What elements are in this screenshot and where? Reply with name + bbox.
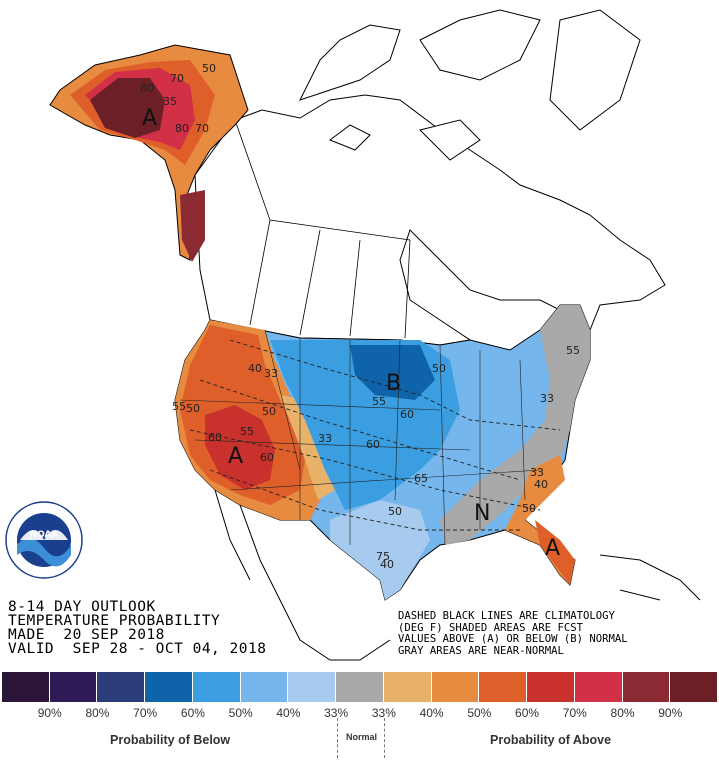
normal-caption: Normal [346, 732, 378, 742]
note-line: VALUES ABOVE (A) OR BELOW (B) NORMAL [398, 633, 628, 645]
legend-swatch [240, 672, 289, 702]
contour-label: 50 [388, 505, 402, 518]
central-below-label: B [386, 371, 401, 396]
contour-label: 75 [376, 550, 390, 563]
map-labels: A 80 70 50 35 80 70 A 40 33 55 50 50 55 … [140, 62, 580, 571]
alaska-above-label: A [142, 106, 157, 131]
note-line: (DEG F) SHADED AREAS ARE FCST [398, 621, 583, 634]
note-line: GRAY AREAS ARE NEAR-NORMAL [398, 644, 564, 657]
contour-label: 33 [540, 392, 554, 405]
probability-legend [2, 672, 719, 702]
legend-tick-label: 90% [37, 706, 62, 720]
contour-label: 50 [432, 362, 446, 375]
legend-swatch [288, 672, 337, 702]
legend-tick-label: 40% [419, 706, 444, 720]
header-line: TEMPERATURE PROBABILITY [8, 613, 221, 629]
legend-swatch [431, 672, 480, 702]
noaa-logo: NOAA [5, 501, 83, 579]
mexico-outline [214, 489, 701, 661]
contour-label: 50 [262, 405, 276, 418]
legend-tick-label: 50% [228, 706, 253, 720]
contour-label: 60 [400, 408, 414, 421]
legend-swatch [383, 672, 432, 702]
alaska-region [49, 44, 249, 262]
conus-region [174, 304, 591, 601]
legend-swatch [622, 672, 671, 702]
legend-swatch [527, 672, 575, 702]
noaa-logo-text: NOAA [30, 530, 59, 540]
contour-label: 60 [208, 431, 222, 444]
west-above-label: A [228, 444, 243, 469]
outlook-map: A 80 70 50 35 80 70 A 40 33 55 50 50 55 … [5, 9, 701, 661]
legend-tick-label: 70% [562, 706, 587, 720]
legend-tick-label: 70% [133, 706, 158, 720]
contour-label: 50 [522, 502, 536, 515]
legend-tick-label: 80% [610, 706, 635, 720]
legend-tick-label: 33% [371, 706, 396, 720]
legend-tick-label: 80% [85, 706, 110, 720]
florida-above-label: A [545, 536, 560, 561]
legend-tick-label: 60% [515, 706, 540, 720]
outlook-header: 8-14 DAY OUTLOOK TEMPERATURE PROBABILITY M… [8, 599, 267, 657]
southeast-normal-label: N [474, 501, 490, 526]
legend-swatch [479, 672, 528, 702]
legend-tick-label: 40% [276, 706, 301, 720]
legend-tick-label: 33% [324, 706, 349, 720]
legend-swatch [2, 672, 50, 702]
contour-label: 60 [260, 451, 274, 464]
header-line: 8-14 DAY OUTLOOK [8, 599, 156, 615]
header-line: MADE 20 SEP 2018 [8, 627, 165, 643]
contour-label: 50 [186, 402, 200, 415]
contour-label: 70 [195, 122, 209, 135]
below-caption: Probability of Below [110, 733, 231, 747]
contour-label: 33 [264, 367, 278, 380]
province-lines [234, 119, 411, 339]
legend-tick-label: 60% [180, 706, 205, 720]
legend-tick-label: 90% [658, 706, 683, 720]
contour-label: 80 [175, 122, 189, 135]
legend-swatch [192, 672, 241, 702]
canada-landmass [194, 9, 666, 346]
contour-label: 33 [530, 466, 544, 479]
contour-label: 40 [248, 362, 262, 375]
contour-label: 35 [163, 95, 177, 108]
legend-swatch [670, 672, 719, 702]
header-line: VALID SEP 28 - OCT 04, 2018 [8, 641, 267, 657]
legend-swatch [49, 672, 98, 702]
map-notes: DASHED BLACK LINES ARE CLIMATOLOGY (DEG F… [398, 610, 628, 657]
contour-label: 60 [366, 438, 380, 451]
legend-swatch [145, 672, 193, 702]
legend-ticks: 90% 80% 70% 60% 50% 40% 33% 33% 40% 50% 60% 70% 80% 9… [2, 706, 694, 720]
contour-label: 70 [170, 72, 184, 85]
contour-label: 65 [414, 472, 428, 485]
contour-label: 33 [318, 432, 332, 445]
above-caption: Probability of Above [490, 733, 612, 747]
normal-divider-left [337, 718, 338, 758]
contour-label: 50 [202, 62, 216, 75]
state-lines [179, 329, 541, 546]
contour-label: 40 [380, 558, 394, 571]
note-line: DASHED BLACK LINES ARE CLIMATOLOGY [398, 610, 615, 622]
contour-label: 55 [172, 400, 186, 413]
contour-label: 40 [534, 478, 548, 491]
normal-divider-right [384, 718, 385, 758]
climatology-dashed-lines [189, 339, 561, 531]
contour-label: 55 [372, 395, 386, 408]
legend-swatch [97, 672, 146, 702]
contour-label: 80 [140, 82, 154, 95]
contour-label: 55 [240, 425, 254, 438]
legend-swatch [574, 672, 623, 702]
contour-label: 55 [566, 344, 580, 357]
legend-tick-label: 50% [467, 706, 492, 720]
legend-swatch [336, 672, 384, 702]
